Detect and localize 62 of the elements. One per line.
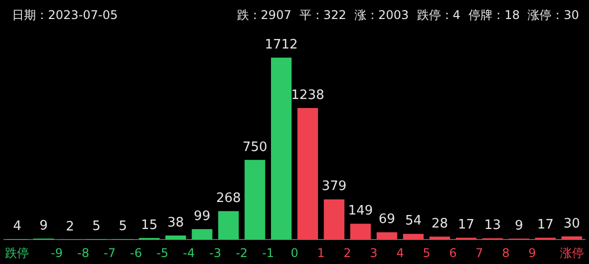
bar (165, 236, 186, 240)
bar (429, 236, 450, 240)
text: 涨：2003 (354, 6, 409, 24)
x-tick-label: -5 (156, 246, 168, 260)
data-label: 750 (242, 140, 268, 155)
bar (244, 160, 266, 240)
text: 跌停：4 (416, 6, 460, 24)
data-label: 9 (514, 218, 524, 234)
x-tick-label: 跌停 (5, 246, 30, 260)
x-tick-label: 8 (502, 246, 510, 260)
data-label: 99 (194, 208, 210, 224)
data-label: 15 (140, 218, 158, 233)
text: 平：322 (299, 6, 346, 24)
x-tick-label: 7 (476, 246, 484, 260)
data-label: 17 (537, 218, 554, 233)
bar (324, 199, 344, 240)
bar (297, 108, 318, 240)
x-tick-label: 4 (396, 246, 404, 260)
data-label: 38 (167, 215, 184, 230)
data-label: 1712 (264, 38, 298, 53)
bar (561, 236, 582, 240)
x-tick-label: -1 (262, 246, 274, 260)
data-label: 54 (405, 214, 422, 229)
x-tick-label: 涨停 (560, 246, 584, 260)
bar (270, 58, 292, 240)
data-label: 17 (458, 218, 474, 233)
data-label: 4 (13, 219, 22, 234)
x-tick-label: -2 (236, 246, 248, 260)
x-tick-label: -4 (182, 246, 195, 260)
text: 停牌：18 (468, 6, 520, 24)
data-label: 5 (92, 218, 101, 234)
x-tick-label: 6 (449, 246, 457, 260)
data-label: 379 (322, 179, 347, 194)
x-tick-label: 2 (344, 246, 352, 260)
bar (376, 232, 398, 240)
x-tick-label: 9 (528, 246, 536, 260)
data-label: 13 (484, 218, 501, 234)
chart-title: 日期：2023-07-05 (12, 6, 118, 24)
x-tick-label: -9 (50, 246, 63, 260)
x-tick-label: -6 (130, 246, 142, 260)
data-label: 5 (118, 218, 127, 234)
text: 涨停：30 (528, 6, 579, 24)
text: 跌：2907 (236, 6, 292, 24)
data-label: 2 (66, 219, 74, 234)
data-label: 1238 (291, 88, 324, 103)
x-tick-label: -8 (77, 246, 90, 260)
bar (218, 211, 239, 240)
data-label: 30 (564, 216, 580, 232)
bar (192, 229, 212, 240)
x-tick-label: 5 (422, 246, 430, 260)
x-tick-label: 0 (290, 246, 298, 260)
data-label: 9 (39, 218, 48, 234)
bar (350, 224, 371, 240)
data-label: 69 (378, 212, 396, 228)
x-tick-label: 1 (317, 246, 325, 260)
data-label: 28 (431, 216, 448, 232)
x-tick-label: 3 (370, 246, 378, 260)
x-tick-label: -7 (104, 246, 116, 260)
data-label: 149 (348, 204, 373, 219)
bar (403, 234, 424, 240)
data-label: 268 (216, 190, 241, 206)
x-tick-label: -3 (209, 246, 222, 260)
